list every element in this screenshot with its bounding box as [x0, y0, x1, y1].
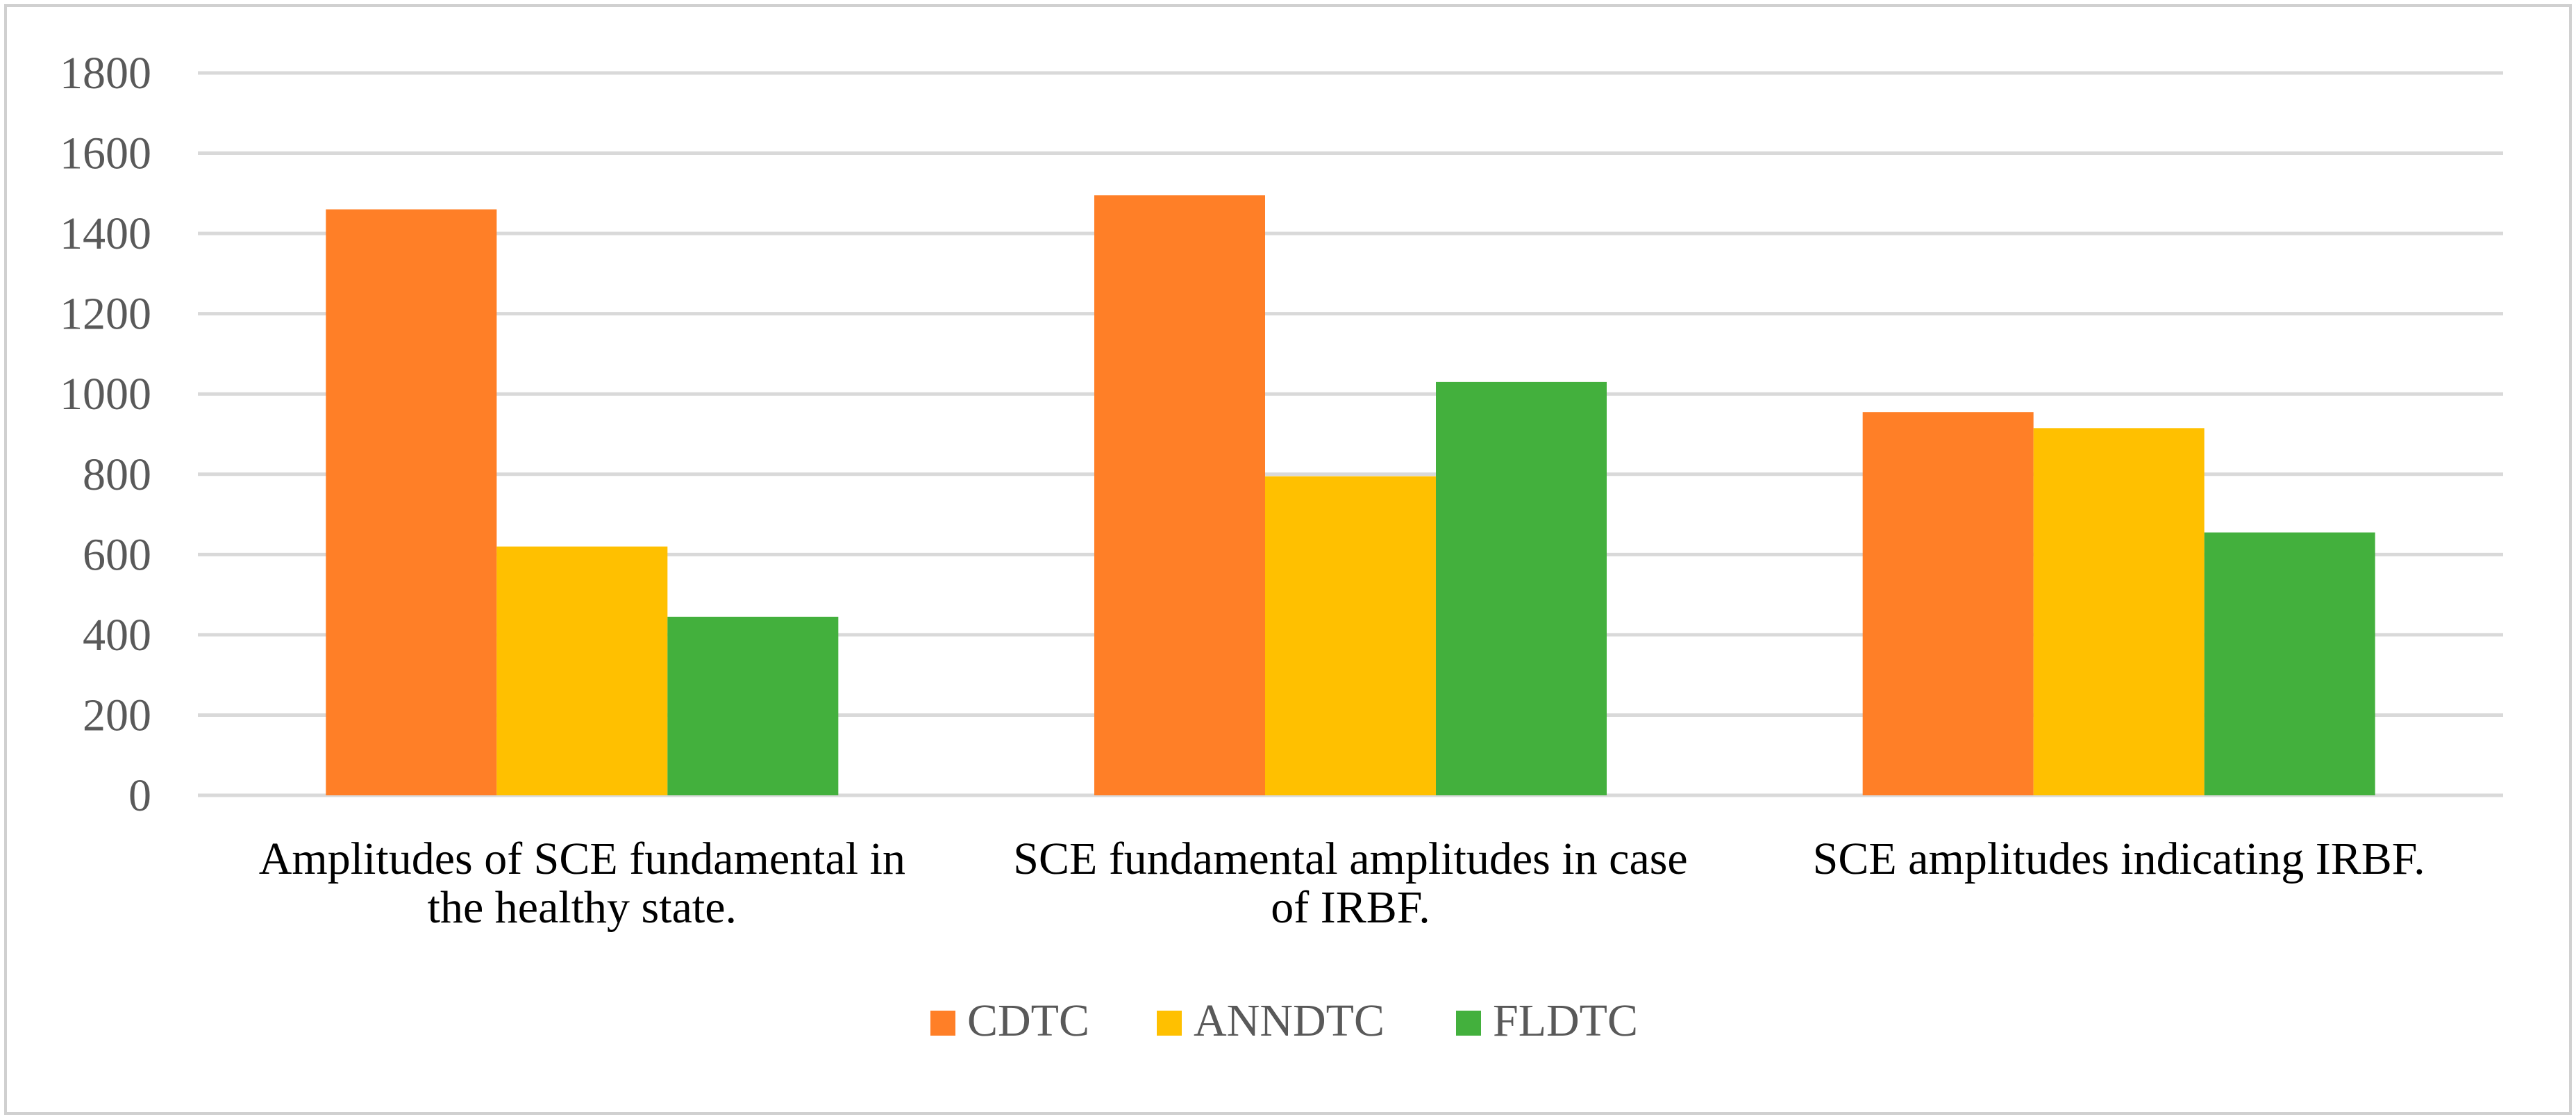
y-tick-label: 0: [128, 770, 151, 821]
y-axis-ticks: 0 200 400 600 800 1000 1200 1400 1600 1800: [60, 48, 151, 821]
y-tick-label: 1000: [60, 369, 151, 420]
bar-anndtc-3: [2033, 428, 2205, 795]
y-tick-label: 1600: [60, 129, 151, 179]
y-tick-label: 200: [83, 690, 151, 740]
bar-fldtc-3: [2204, 532, 2375, 795]
bar-cdtc-3: [1862, 412, 2034, 795]
y-tick-label: 600: [83, 529, 151, 580]
bar-cdtc-1: [326, 209, 497, 795]
legend-label-anndtc: ANNDTC: [1194, 995, 1385, 1046]
y-tick-label: 1200: [60, 289, 151, 340]
legend-label-fldtc: FLDTC: [1493, 995, 1638, 1046]
category-label: SCE amplitudes indicating IRBF.: [1813, 834, 2425, 884]
bar-fldtc-1: [667, 616, 839, 795]
legend-swatch-anndtc: [1157, 1011, 1182, 1036]
category-label: of IRBF.: [1271, 882, 1430, 933]
y-tick-label: 1400: [60, 208, 151, 259]
y-tick-label: 400: [83, 610, 151, 661]
bar-anndtc-1: [496, 546, 668, 795]
bar-anndtc-2: [1265, 476, 1436, 795]
legend-label-cdtc: CDTC: [967, 995, 1089, 1046]
bar-fldtc-2: [1436, 381, 1607, 795]
bar-cdtc-2: [1094, 195, 1265, 795]
legend-swatch-cdtc: [930, 1011, 955, 1036]
legend-swatch-fldtc: [1456, 1011, 1481, 1036]
y-tick-label: 1800: [60, 48, 151, 99]
category-label: SCE fundamental amplitudes in case: [1013, 834, 1687, 884]
bars: [326, 195, 2375, 795]
category-label: the healthy state.: [428, 882, 737, 933]
legend: CDTC ANNDTC FLDTC: [930, 995, 1638, 1046]
y-tick-label: 800: [83, 449, 151, 500]
category-label: Amplitudes of SCE fundamental in: [259, 834, 905, 884]
